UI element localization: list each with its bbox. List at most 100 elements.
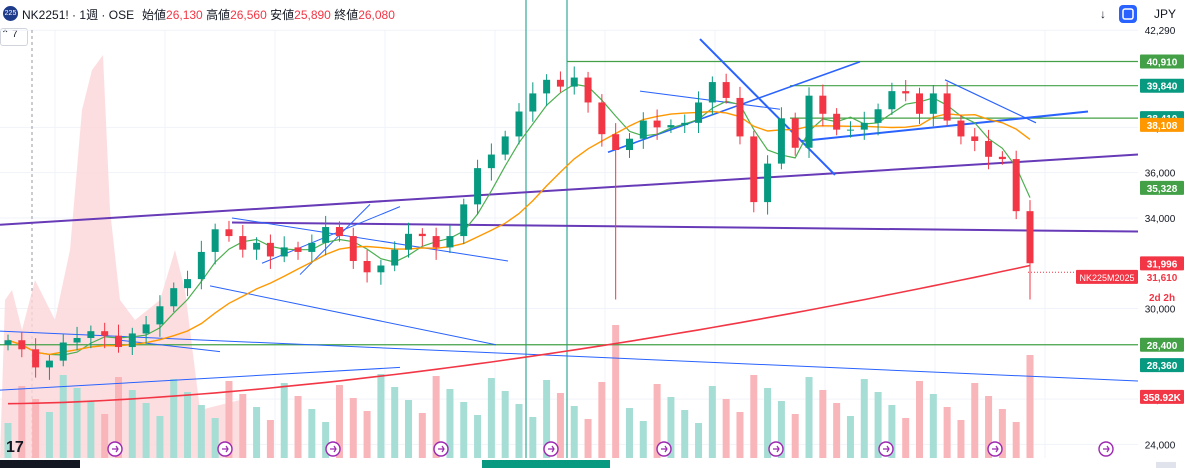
candle-body: [860, 122, 868, 130]
candle-body: [474, 168, 482, 205]
volume-bar: [529, 417, 537, 458]
candle-body: [1012, 159, 1020, 212]
top-toolbar: 225 NK2251! · 1週 · OSE 始値26,130 高値26,560…: [0, 0, 1200, 28]
candle-body: [32, 349, 40, 368]
candle-body: [833, 113, 841, 130]
volume-bar: [612, 325, 620, 458]
volume-bar: [45, 412, 53, 458]
price-badge: [1140, 256, 1184, 271]
candle-body: [777, 118, 785, 164]
volume-bar: [101, 414, 109, 458]
volume-bar: [253, 407, 261, 458]
auto-scale-icon: [1119, 5, 1137, 23]
scroll-button[interactable]: [1156, 462, 1176, 468]
volume-bar: [142, 403, 150, 458]
volume-bar: [128, 390, 136, 458]
timeframe-bar-left[interactable]: [0, 460, 80, 468]
price-badge-text: 31,996: [1147, 259, 1178, 270]
volume-bar: [322, 422, 330, 458]
event-marker-icon[interactable]: [433, 441, 449, 457]
candle-body: [570, 77, 578, 87]
symbol-badge: [1076, 269, 1138, 284]
volume-bar: [156, 416, 164, 458]
event-marker-icon[interactable]: [656, 441, 672, 457]
volume-bar: [543, 380, 551, 458]
trend-drawings[interactable]: [0, 38, 1139, 391]
volume-bar: [4, 423, 12, 458]
candle-body: [708, 82, 716, 103]
event-marker-icon[interactable]: [543, 441, 559, 457]
price-badge: [1140, 54, 1184, 69]
candle-body: [377, 265, 385, 273]
scale-toggle-button[interactable]: [1117, 4, 1139, 24]
trendline-blue-support: [801, 110, 1089, 142]
event-marker-icon[interactable]: [325, 441, 341, 457]
ma-slow-line: [7, 264, 1031, 405]
channel-line-diag: [209, 285, 497, 346]
candle-body: [584, 77, 592, 103]
candle-body: [957, 120, 965, 137]
candle-body: [391, 249, 399, 266]
price-axis[interactable]: 42,29038,00036,00034,00030,00026,00024,0…: [1138, 26, 1200, 460]
collapse-count: 7: [12, 29, 18, 40]
candle-body: [4, 340, 12, 345]
event-marker-icon[interactable]: [987, 441, 1003, 457]
price-tick-label: 24,000: [1145, 440, 1176, 451]
event-markers[interactable]: 17: [6, 439, 1114, 457]
event-marker-icon[interactable]: [217, 441, 233, 457]
down-arrow-icon[interactable]: ↓: [1100, 7, 1106, 21]
price-badge: [1140, 117, 1184, 132]
event-marker-arrow: [112, 445, 119, 453]
candle-body: [156, 306, 164, 325]
volume-bar: [363, 411, 371, 458]
candle-body: [405, 233, 413, 250]
event-marker-icon[interactable]: [768, 441, 784, 457]
candle-body: [446, 236, 454, 248]
candle-body: [556, 79, 564, 87]
volume-bar: [73, 388, 81, 458]
candle-body: [87, 331, 95, 338]
ohlc-open-label: 始値: [142, 8, 167, 22]
trendline-blue-steep: [699, 38, 836, 176]
event-marker-icon[interactable]: [107, 441, 123, 457]
volume-bar: [902, 418, 910, 458]
price-badge-text: 28,360: [1147, 361, 1178, 372]
price-badge: [1140, 337, 1184, 352]
ohlc-low-label: 安値: [270, 8, 295, 22]
volume-bar: [405, 400, 413, 458]
price-badge-text: 40,910: [1147, 57, 1178, 68]
ohlc-high-value: 26,560: [230, 8, 267, 22]
volume-bar: [418, 413, 426, 458]
symbol-name[interactable]: NK2251!: [22, 8, 69, 22]
price-badge-text: 39,840: [1147, 82, 1178, 93]
currency-selector[interactable]: JPY: [1145, 4, 1185, 24]
event-marker-arrow: [883, 445, 890, 453]
volume-bar: [474, 415, 482, 458]
volume-bar: [805, 377, 813, 458]
symbol-title[interactable]: NK2251! · 1週 · OSE: [22, 8, 135, 22]
volume-bar: [708, 386, 716, 458]
candle-body: [667, 125, 675, 128]
indicator-collapse-button[interactable]: ⌃ 7: [0, 28, 28, 46]
candlesticks: [4, 66, 1034, 380]
volume-bar: [501, 391, 509, 458]
candle-body: [308, 242, 316, 252]
channel-line-upper: [607, 60, 861, 154]
price-tick-label: 30,000: [1145, 305, 1176, 316]
event-marker-icon[interactable]: [878, 441, 894, 457]
price-badge: [1140, 358, 1184, 373]
price-badge-text: 35,328: [1147, 184, 1178, 195]
candle-body: [971, 136, 979, 141]
price-badges: 40,91039,84038,41038,10835,32831,99631,6…: [1028, 54, 1184, 404]
price-badge-text: 28,400: [1147, 341, 1178, 352]
event-marker-arrow: [773, 445, 780, 453]
volume-bar: [846, 416, 854, 458]
volume-bar: [59, 375, 67, 458]
candle-body: [736, 97, 744, 137]
event-marker-arrow: [330, 445, 337, 453]
event-marker-icon[interactable]: [1098, 441, 1114, 457]
candle-body: [128, 333, 136, 348]
interval[interactable]: 1週: [79, 8, 99, 22]
timeline-scroll-handle[interactable]: [482, 460, 610, 468]
